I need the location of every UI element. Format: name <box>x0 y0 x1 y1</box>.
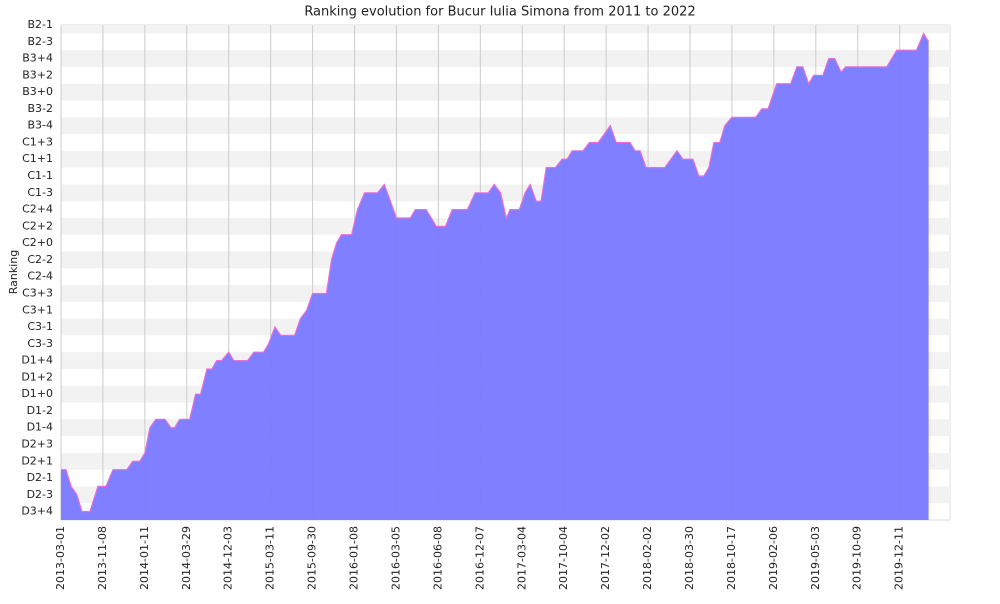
y-tick-label: B3+2 <box>22 68 53 81</box>
y-tick-label: D3+4 <box>21 505 53 518</box>
x-tick-label: 2015-03-11 <box>264 526 277 590</box>
y-tick-label: B3-4 <box>27 119 53 132</box>
x-tick-label: 2013-11-08 <box>96 526 109 590</box>
x-tick-label: 2018-10-17 <box>725 526 738 590</box>
y-tick-label: D1+4 <box>21 354 53 367</box>
y-tick-label: C3-1 <box>27 320 53 333</box>
y-tick-label: D2+1 <box>21 454 53 467</box>
x-tick-label: 2018-03-30 <box>683 526 696 590</box>
grid-band <box>61 50 950 67</box>
y-tick-label: B3-2 <box>27 102 53 115</box>
x-tick-label: 2018-02-02 <box>641 526 654 590</box>
x-tick-label: 2016-06-08 <box>431 526 444 590</box>
y-tick-label: C2+0 <box>22 236 53 249</box>
y-tick-label: D1+0 <box>21 387 53 400</box>
y-tick-label: C2-4 <box>27 270 53 283</box>
y-tick-label: D2+3 <box>21 437 53 450</box>
x-tick-label: 2019-12-11 <box>893 526 906 590</box>
x-tick-label: 2013-03-01 <box>54 526 67 590</box>
x-tick-label: 2016-03-05 <box>389 526 402 590</box>
y-tick-label: C2+2 <box>22 219 53 232</box>
y-tick-label: D1-2 <box>27 404 53 417</box>
x-tick-label: 2019-10-09 <box>851 526 864 590</box>
grid-band <box>61 25 950 34</box>
y-tick-label: D1+2 <box>21 370 53 383</box>
x-tick-label: 2019-02-06 <box>767 526 780 590</box>
y-tick-label: C3+3 <box>22 286 53 299</box>
x-tick-label: 2015-09-30 <box>306 526 319 590</box>
y-tick-label: C1+3 <box>22 135 53 148</box>
y-tick-label: C1-1 <box>27 169 53 182</box>
x-tick-label: 2017-10-04 <box>557 526 570 590</box>
y-tick-label: C2-2 <box>27 253 53 266</box>
y-tick-label: B3+0 <box>22 85 53 98</box>
chart-title: Ranking evolution for Bucur Iulia Simona… <box>304 5 695 20</box>
y-tick-label: B2-3 <box>27 35 53 48</box>
y-tick-label: C1+1 <box>22 152 53 165</box>
y-axis-label: Ranking <box>7 250 20 295</box>
x-tick-label: 2016-12-07 <box>473 526 486 590</box>
x-tick-label: 2014-01-11 <box>138 526 151 590</box>
x-tick-label: 2014-12-03 <box>222 526 235 590</box>
y-tick-label: B3+4 <box>22 52 53 65</box>
x-tick-label: 2017-12-02 <box>599 526 612 590</box>
y-tick-label: D2-3 <box>27 488 53 501</box>
x-tick-label: 2016-01-08 <box>348 526 361 590</box>
y-tick-label: B2-1 <box>27 18 53 31</box>
y-tick-label: C3-3 <box>27 337 53 350</box>
y-tick-label: C2+4 <box>22 203 53 216</box>
y-tick-label: D1-4 <box>27 421 53 434</box>
x-tick-label: 2017-03-04 <box>515 526 528 590</box>
line <box>61 32 930 513</box>
x-tick-label: 2014-03-29 <box>180 526 193 590</box>
x-tick-label: 2019-05-03 <box>809 526 822 590</box>
y-tick-label: C3+1 <box>22 303 53 316</box>
y-tick-label: C1-3 <box>27 186 53 199</box>
grid-band <box>61 83 950 101</box>
y-tick-label: D2-1 <box>27 471 53 484</box>
